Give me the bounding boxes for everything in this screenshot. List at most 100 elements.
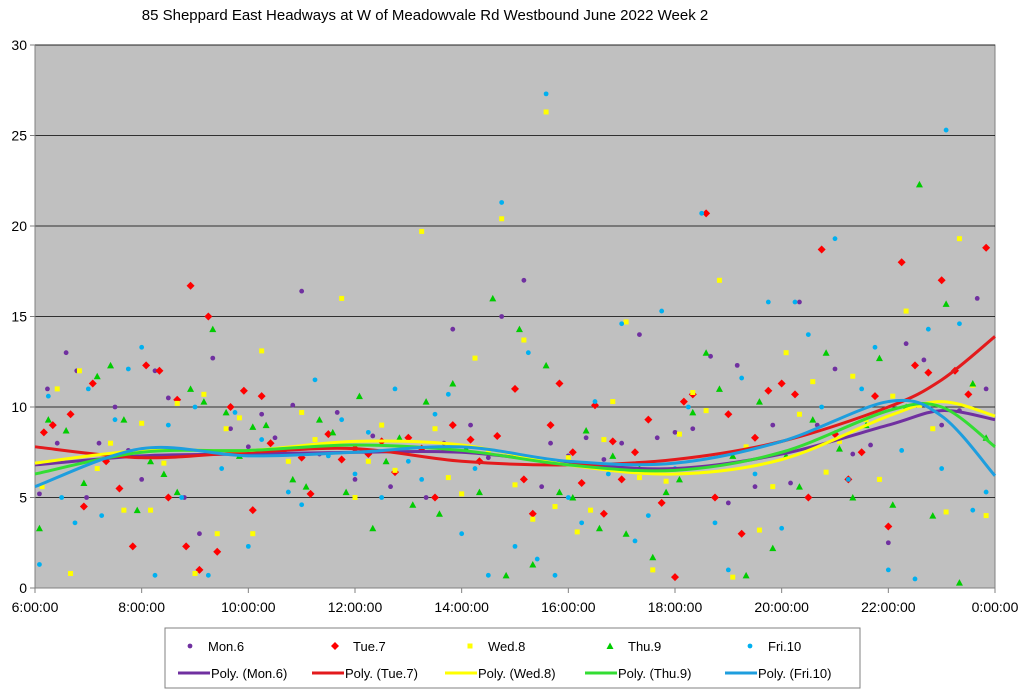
x-tick-label: 22:00:00 [861, 599, 916, 615]
data-point [974, 296, 980, 301]
data-point [422, 398, 430, 405]
data-point [969, 379, 977, 387]
data-point [80, 479, 88, 487]
data-point [925, 326, 931, 332]
x-tick-label: 16:00:00 [541, 599, 596, 615]
data-point [37, 491, 42, 497]
data-point [689, 408, 697, 416]
data-point [147, 457, 155, 465]
x-tick-label: 14:00:00 [434, 599, 489, 615]
data-point [96, 440, 102, 446]
data-point [339, 295, 345, 301]
data-point [756, 527, 762, 533]
data-point [539, 484, 545, 490]
legend-label: Poly. (Thu.9) [618, 666, 691, 681]
data-point [45, 393, 51, 399]
data-point [552, 504, 558, 510]
legend-label: Poly. (Tue.7) [345, 666, 418, 681]
data-point [128, 542, 137, 551]
data-point [929, 512, 937, 519]
data-point [899, 448, 905, 453]
data-point [645, 513, 651, 518]
data-point [466, 435, 475, 444]
data-point [432, 411, 438, 417]
data-point [591, 401, 599, 410]
data-point [817, 245, 826, 254]
x-tick-label: 6:00:00 [12, 599, 59, 615]
data-point [475, 488, 483, 496]
trendline-5 [34, 398, 997, 489]
legend-label: Poly. (Wed.8) [478, 666, 556, 681]
data-point [236, 415, 242, 421]
data-point [805, 332, 811, 337]
data-point [222, 408, 230, 416]
data-point [823, 469, 829, 475]
data-point [259, 411, 265, 417]
data-point [355, 392, 363, 400]
data-point [93, 372, 101, 380]
data-point [568, 448, 577, 457]
x-tick-label: 0:00:00 [972, 599, 1019, 615]
data-point [161, 460, 167, 466]
x-tick-label: 12:00:00 [328, 599, 383, 615]
data-point [54, 386, 60, 392]
data-point [529, 560, 537, 568]
data-point [200, 398, 208, 405]
data-point [88, 379, 97, 388]
data-point [182, 542, 191, 551]
data-point [716, 277, 722, 283]
data-point [405, 458, 411, 464]
data-point [983, 386, 989, 392]
data-point [370, 433, 376, 439]
data-point [903, 308, 909, 314]
data-point [675, 475, 683, 483]
legend-marker [331, 642, 339, 650]
data-point [68, 571, 74, 577]
data-point [795, 483, 803, 490]
data-point [534, 556, 540, 562]
data-point [543, 109, 549, 115]
data-point [521, 277, 527, 283]
data-point [662, 488, 670, 496]
data-point [339, 417, 345, 423]
data-point [352, 477, 358, 482]
data-point [204, 312, 213, 321]
data-point [352, 495, 358, 500]
data-point [250, 531, 256, 537]
legend-label: Mon.6 [208, 639, 244, 654]
data-point [139, 477, 145, 482]
data-point [142, 361, 151, 370]
data-point [489, 294, 497, 302]
data-point [884, 522, 893, 531]
data-point [649, 553, 657, 561]
data-point [832, 236, 838, 242]
data-point [657, 498, 666, 507]
data-point [472, 466, 478, 471]
data-point [850, 451, 856, 457]
data-point [306, 489, 315, 498]
x-tick-label: 20:00:00 [754, 599, 809, 615]
data-point [395, 434, 403, 441]
data-point [942, 300, 950, 307]
data-point [911, 361, 919, 370]
data-point [542, 361, 550, 369]
data-point [548, 440, 553, 446]
data-point [201, 391, 207, 397]
data-point [299, 502, 305, 508]
data-point [450, 326, 456, 332]
data-point [329, 428, 337, 436]
data-point [459, 491, 465, 497]
data-point [809, 416, 817, 423]
legend-box [164, 627, 861, 689]
data-point [699, 210, 705, 216]
data-point [779, 525, 785, 531]
data-point [859, 386, 865, 392]
legend-label: Poly. (Fri.10) [758, 666, 831, 681]
data-point [579, 520, 585, 526]
data-point [108, 440, 114, 446]
data-point [755, 398, 763, 405]
data-point [671, 573, 679, 582]
data-point [139, 344, 145, 350]
data-point [734, 362, 740, 368]
y-tick-label: 0 [19, 580, 27, 596]
